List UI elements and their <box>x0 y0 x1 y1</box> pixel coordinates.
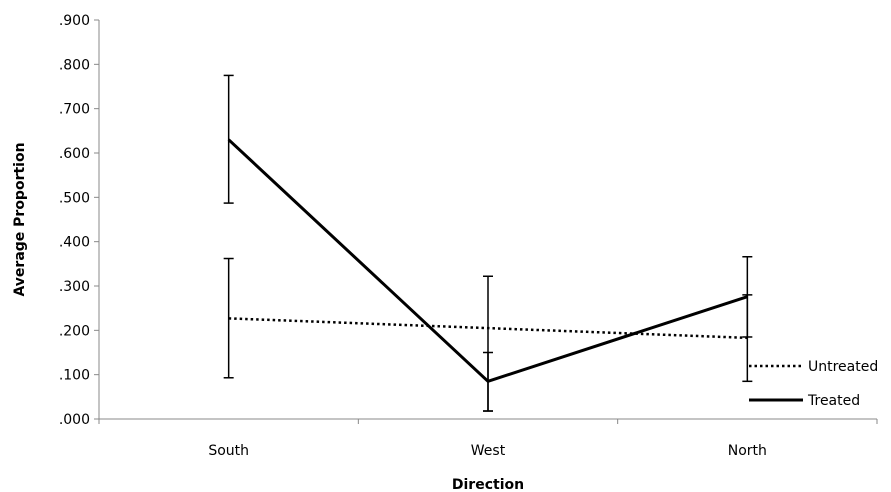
y-tick-label: .000 <box>59 412 90 428</box>
error-bar <box>223 74 234 204</box>
y-tick-label: .400 <box>59 235 90 251</box>
x-tick-label: South <box>208 443 249 459</box>
y-tick-label: .300 <box>59 279 90 295</box>
error-bar <box>223 257 234 379</box>
y-tick-label: .800 <box>59 57 90 73</box>
x-axis-title: Direction <box>452 477 524 492</box>
x-ticks: South West North <box>98 419 878 459</box>
legend-item-treated: Treated <box>749 393 860 409</box>
error-bar <box>483 351 493 412</box>
axes: .000 .100 .200 .300 .400 .500 .600 .700 .800 .900… <box>59 13 878 459</box>
series-treated <box>223 74 753 412</box>
legend-label: Treated <box>807 393 860 409</box>
x-tick-label: West <box>471 443 506 459</box>
error-bar <box>742 255 753 338</box>
series-layer <box>223 74 753 412</box>
y-tick-label: .600 <box>59 146 90 162</box>
y-tick-label: .200 <box>59 323 90 339</box>
legend-label: Untreated <box>808 359 878 375</box>
legend-item-untreated: Untreated <box>749 359 878 375</box>
y-tick-label: .100 <box>59 368 90 384</box>
x-tick-label: North <box>728 443 767 459</box>
y-axis-title: Average Proportion <box>12 142 28 296</box>
y-tick-label: .900 <box>59 13 90 29</box>
legend: Untreated Treated <box>749 359 878 409</box>
y-ticks: .000 .100 .200 .300 .400 .500 .600 .700 .800 .900 <box>59 13 99 428</box>
y-tick-label: .500 <box>59 190 90 206</box>
y-tick-label: .700 <box>59 102 90 118</box>
